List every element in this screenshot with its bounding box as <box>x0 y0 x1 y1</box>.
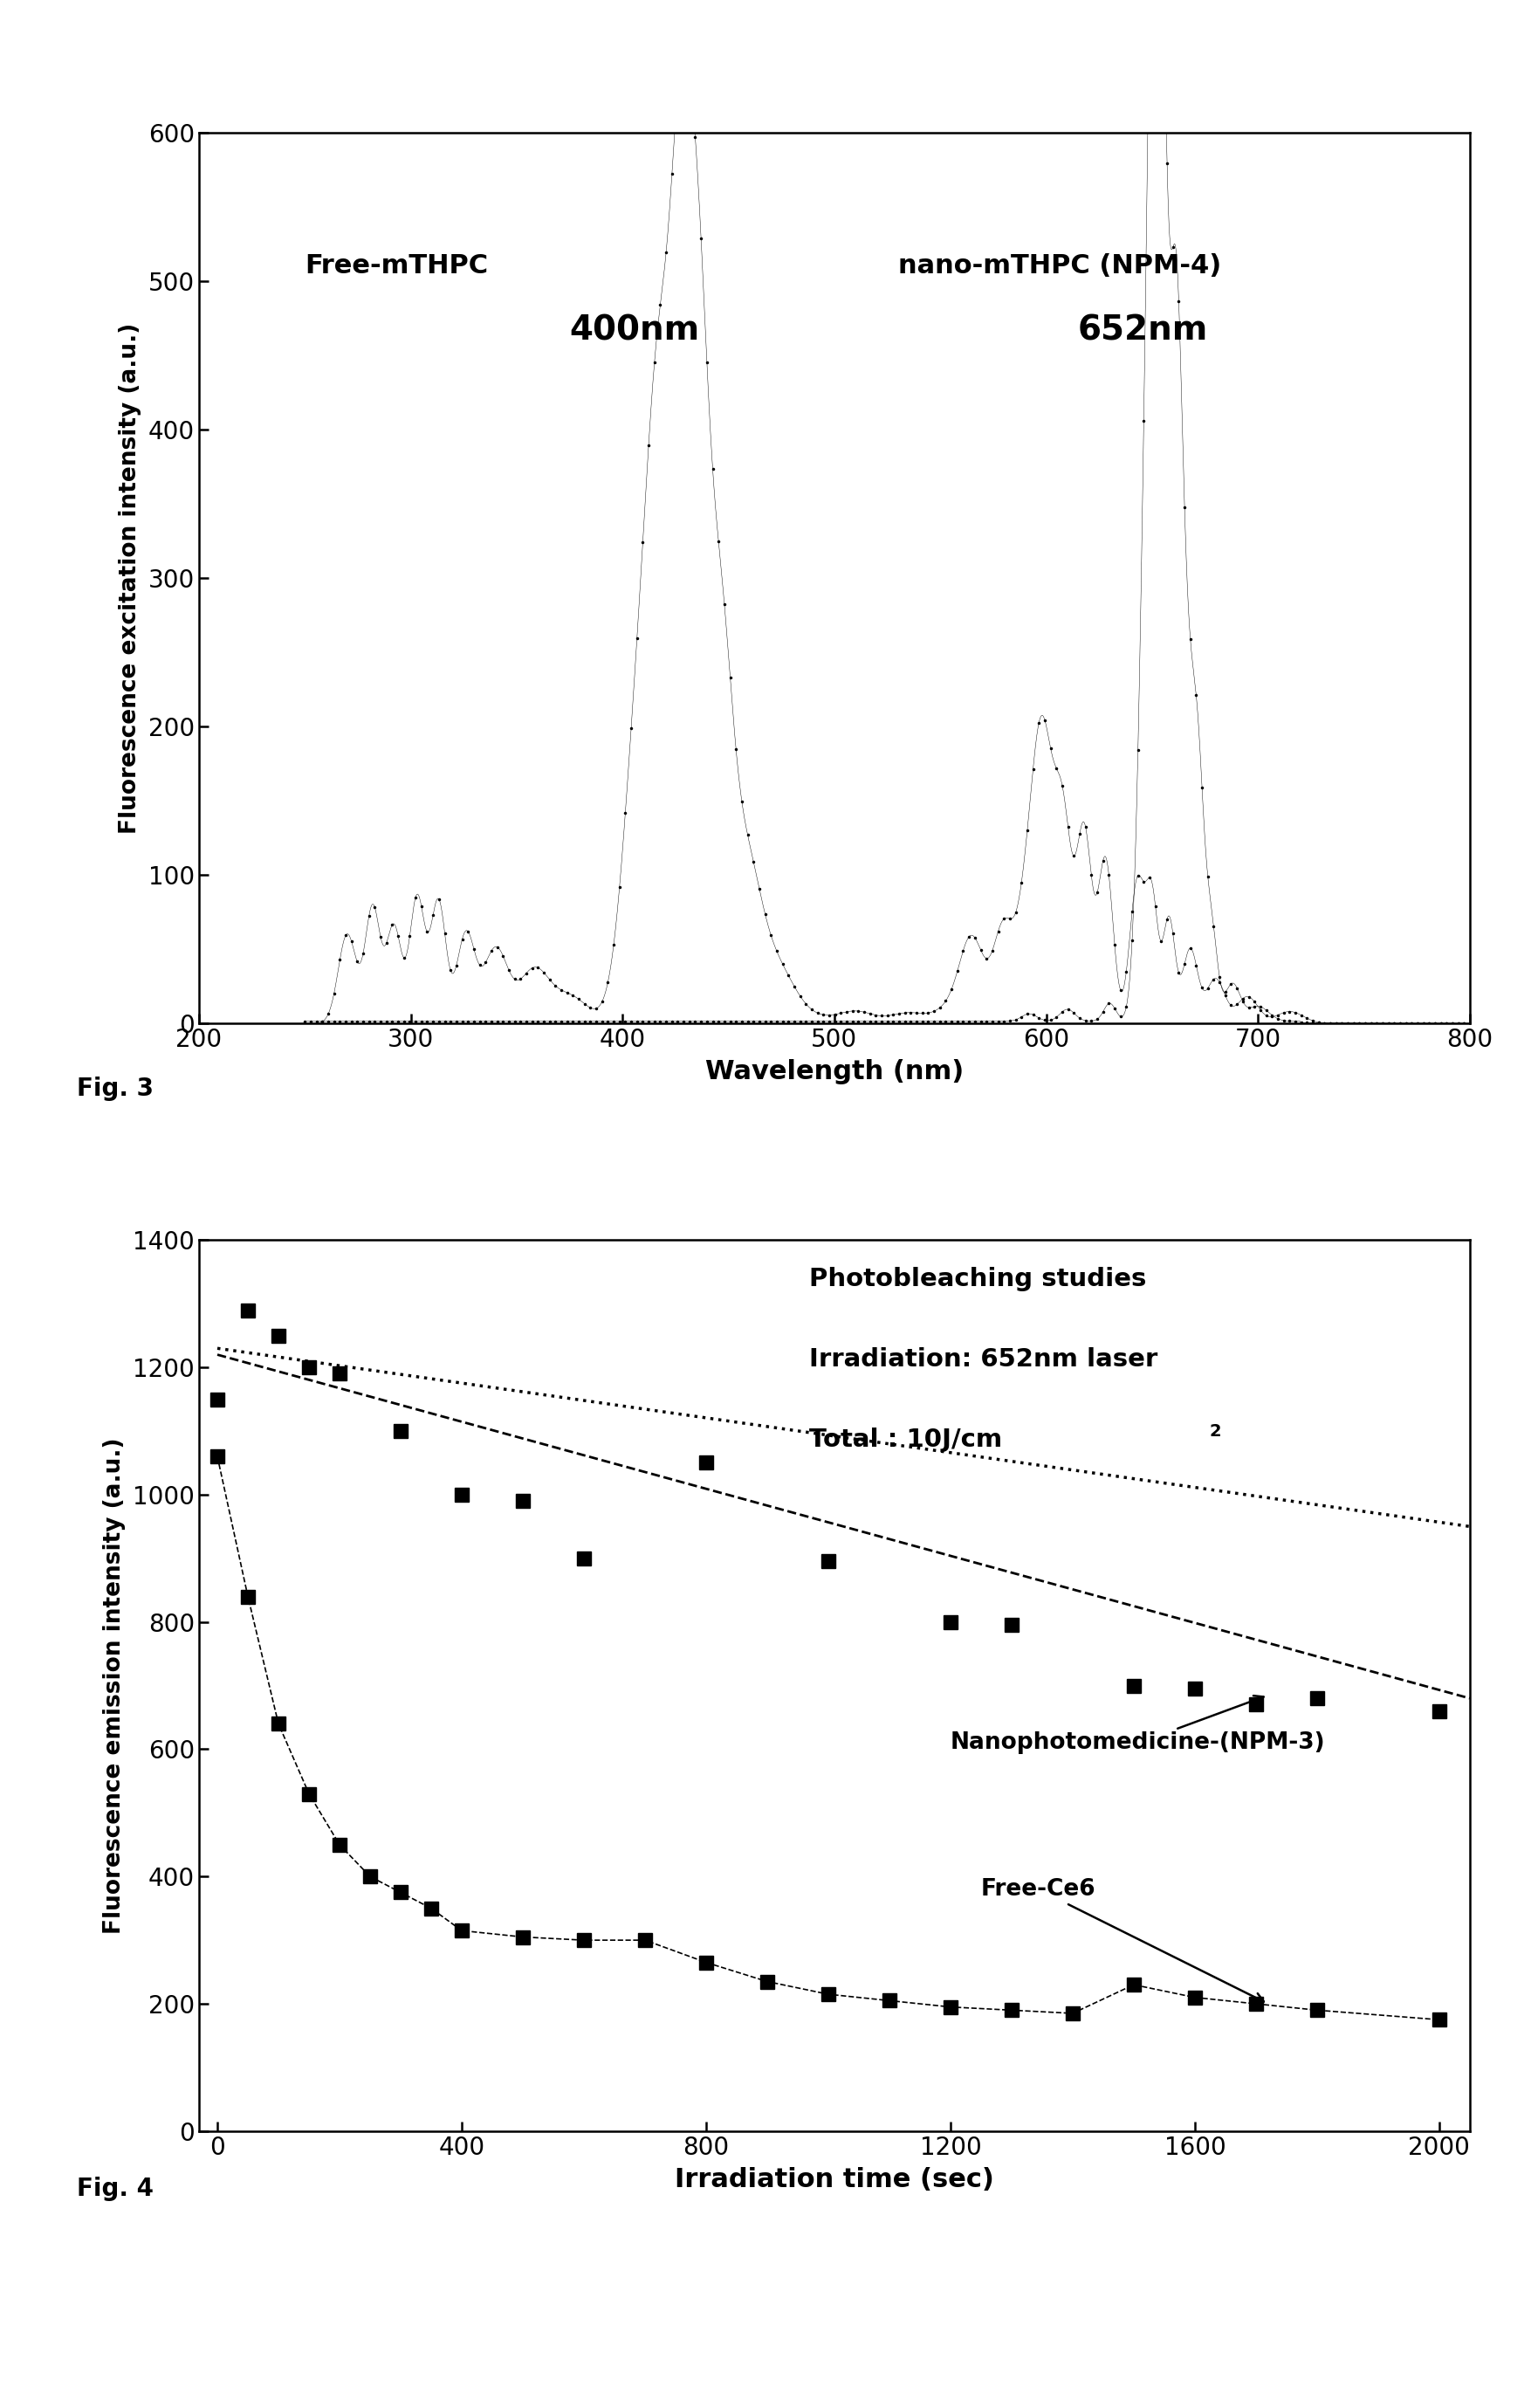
Y-axis label: Fluorescence excitation intensity (a.u.): Fluorescence excitation intensity (a.u.) <box>118 323 141 833</box>
Text: 652nm: 652nm <box>1078 313 1208 347</box>
Text: Irradiation: 652nm laser: Irradiation: 652nm laser <box>808 1346 1157 1373</box>
Text: Nanophotomedicine-(NPM-3): Nanophotomedicine-(NPM-3) <box>951 1695 1326 1755</box>
Text: Photobleaching studies: Photobleaching studies <box>808 1267 1147 1291</box>
Text: 2: 2 <box>1209 1423 1222 1440</box>
X-axis label: Irradiation time (sec): Irradiation time (sec) <box>675 2167 994 2191</box>
Text: Free-mTHPC: Free-mTHPC <box>305 253 488 279</box>
Text: Fig. 4: Fig. 4 <box>77 2177 153 2201</box>
Text: 400nm: 400nm <box>570 313 700 347</box>
Y-axis label: Fluorescence emission intensity (a.u.): Fluorescence emission intensity (a.u.) <box>103 1438 126 1934</box>
X-axis label: Wavelength (nm): Wavelength (nm) <box>706 1060 963 1084</box>
Text: nano-mTHPC (NPM-4): nano-mTHPC (NPM-4) <box>897 253 1222 279</box>
Text: Free-Ce6: Free-Ce6 <box>981 1878 1263 2001</box>
Text: Fig. 3: Fig. 3 <box>77 1076 153 1100</box>
Text: Total : 10J/cm: Total : 10J/cm <box>808 1428 1001 1452</box>
